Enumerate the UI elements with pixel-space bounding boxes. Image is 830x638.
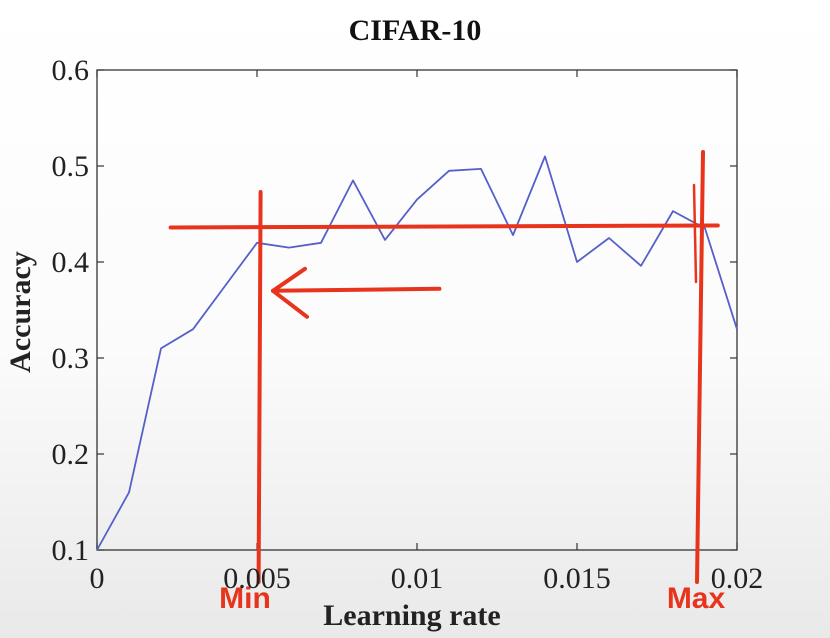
- y-tick-label: 0.5: [52, 150, 90, 183]
- left-arrow-shaft-annotation: [271, 286, 442, 293]
- x-tick-label: 0.005: [223, 562, 291, 595]
- x-tick-label: 0.02: [711, 562, 764, 595]
- x-tick-label: 0.01: [391, 562, 444, 595]
- min-vertical-line-annotation: [256, 190, 263, 584]
- y-tick-label: 0.1: [52, 534, 90, 567]
- plot-frame: [96, 69, 738, 551]
- left-arrow-head-annotation: [271, 266, 309, 319]
- max-vertical-line-annotation: [695, 150, 705, 584]
- min-annotation-label: Min: [219, 582, 271, 615]
- y-tick-label: 0.2: [52, 438, 90, 471]
- chart-title: CIFAR-10: [349, 14, 482, 47]
- max-annotation-label: Max: [667, 582, 726, 615]
- x-tick-label: 0: [90, 562, 105, 595]
- y-axis-label: Accuracy: [4, 251, 37, 373]
- accuracy-line: [96, 155, 738, 551]
- x-tick-label: 0.015: [543, 562, 611, 595]
- y-tick-label: 0.4: [52, 246, 90, 279]
- max-vertical-line-overdraw: [692, 183, 698, 284]
- x-axis-label: Learning rate: [323, 599, 500, 632]
- y-tick-label: 0.6: [52, 54, 90, 87]
- threshold-line-annotation: [168, 223, 720, 230]
- y-tick-label: 0.3: [52, 342, 90, 375]
